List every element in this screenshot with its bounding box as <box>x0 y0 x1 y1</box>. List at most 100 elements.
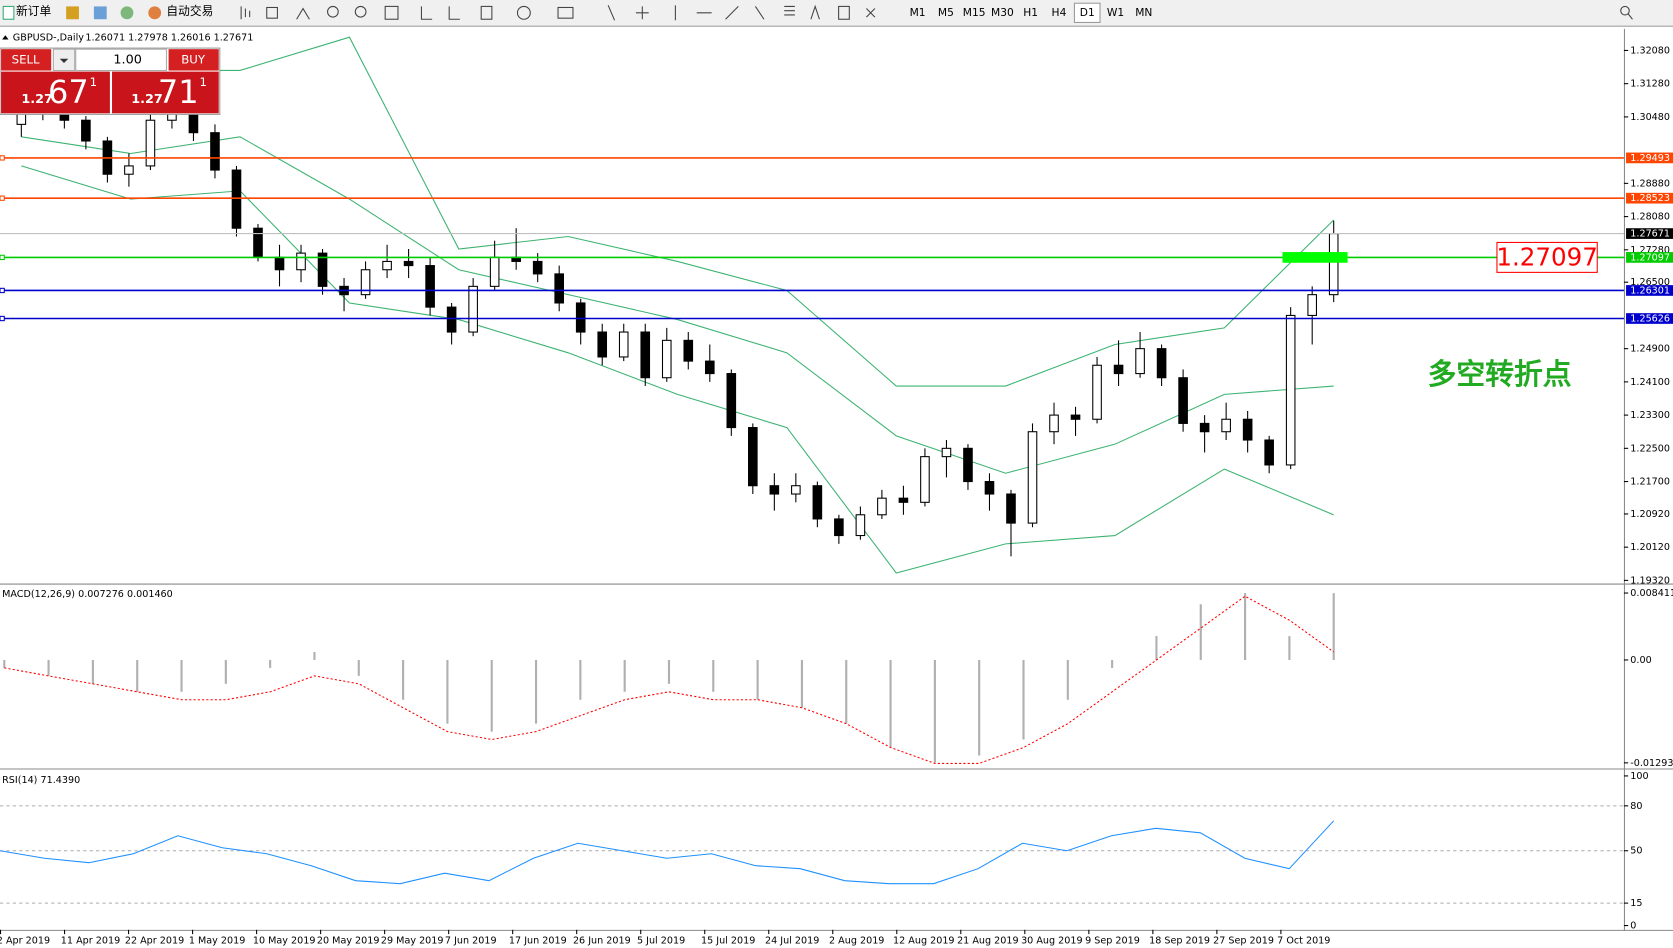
candle-body <box>640 331 651 379</box>
candle-body <box>898 497 909 503</box>
y-tick-label: 1.31280 <box>1630 79 1670 90</box>
timeframe-button[interactable]: D1 <box>1080 6 1095 19</box>
toolbar-icon[interactable] <box>93 6 107 20</box>
x-tick-label: 15 Jul 2019 <box>701 936 755 947</box>
level-tag <box>1626 285 1673 296</box>
toolbar-icon[interactable] <box>120 6 134 20</box>
candle-body <box>296 252 306 271</box>
timeframe-button[interactable]: H1 <box>1023 6 1038 19</box>
y-tick-label: 1.26500 <box>1630 277 1670 288</box>
timeframe-button[interactable]: M5 <box>938 6 954 19</box>
annotation-price: 1.27097 <box>1496 242 1597 271</box>
sell-price-box[interactable] <box>1 71 110 114</box>
x-tick-label: 11 Apr 2019 <box>61 936 120 947</box>
level-label: 1.28523 <box>1630 193 1670 204</box>
auto-trading-icon[interactable] <box>148 6 162 20</box>
y-tick-label: 0.008411 <box>1630 588 1673 599</box>
candle-body <box>877 497 887 516</box>
candle-body <box>1070 414 1081 420</box>
buy-price-box[interactable] <box>112 71 219 114</box>
collapse-icon[interactable] <box>2 35 9 40</box>
candle-body <box>1156 348 1167 379</box>
level-anchor <box>0 195 5 201</box>
timeframe-button[interactable]: W1 <box>1107 6 1124 19</box>
new-order-icon[interactable] <box>2 5 15 20</box>
candle-body <box>317 252 328 287</box>
y-tick-label: 1.24100 <box>1630 377 1670 388</box>
candle-body <box>403 260 414 267</box>
y-tick-label: 1.28880 <box>1630 178 1670 189</box>
x-tick-label: 7 Jun 2019 <box>445 936 497 947</box>
candle-body <box>769 485 780 495</box>
new-order-button[interactable]: 新订单 <box>16 4 51 18</box>
candle-body <box>1307 294 1317 316</box>
x-tick-label: 9 Sep 2019 <box>1085 936 1140 947</box>
y-tick-label: 15 <box>1630 898 1642 909</box>
candle-body <box>1242 418 1253 441</box>
candle-body <box>834 518 844 537</box>
rsi-line <box>0 820 1335 885</box>
level-anchor <box>0 287 5 294</box>
x-tick-label: 2 Apr 2019 <box>0 936 50 947</box>
x-tick-label: 20 May 2019 <box>317 936 380 947</box>
annotation-box <box>1496 241 1598 273</box>
timeframe-button[interactable]: MN <box>1135 6 1152 19</box>
candle-body <box>726 373 737 429</box>
candle-body <box>1113 364 1124 375</box>
bollinger-upper <box>21 36 1335 387</box>
candle-body <box>468 285 478 333</box>
timeframe-button[interactable]: M15 <box>963 6 986 19</box>
bollinger-middle <box>21 136 1334 474</box>
level-tag <box>1626 152 1673 164</box>
candle-body <box>124 165 134 175</box>
candle-body <box>855 514 866 537</box>
candle-body <box>425 265 435 308</box>
y-tick-label: 0.00 <box>1630 655 1651 666</box>
candle-body <box>382 260 392 271</box>
timeframe-button[interactable]: H4 <box>1052 6 1067 19</box>
timeframe-button[interactable]: M30 <box>991 6 1014 19</box>
toolbar-tools[interactable] <box>240 4 1633 21</box>
timeframe-bar: M1 M5 M15 M30 H1 H4 D1 W1 MN <box>910 2 1152 23</box>
level-tag <box>1626 313 1673 324</box>
y-tick-label: 1.20120 <box>1630 542 1670 553</box>
y-tick-label: 0 <box>1630 921 1636 932</box>
candle-body <box>1178 377 1188 424</box>
candle-body <box>920 456 930 503</box>
candle-body <box>360 269 371 296</box>
level-anchor <box>0 315 5 322</box>
level-label: 1.26301 <box>1630 285 1670 296</box>
candle-body <box>683 339 694 362</box>
auto-trading-button[interactable]: 自动交易 <box>166 4 213 18</box>
y-tick-label: 1.27280 <box>1630 245 1670 256</box>
candle-body <box>1264 439 1274 466</box>
toolbar-icon[interactable] <box>66 6 79 20</box>
candle-body <box>489 256 500 287</box>
x-tick-label: 27 Sep 2019 <box>1213 936 1274 947</box>
x-tick-label: 24 Jul 2019 <box>765 936 819 947</box>
candle-body <box>1027 431 1038 524</box>
lot-value[interactable]: 1.00 <box>113 52 141 67</box>
price-panel <box>0 28 1624 584</box>
candle-body <box>554 273 564 304</box>
buy-button[interactable] <box>168 49 219 71</box>
level-tag <box>1626 192 1673 204</box>
candle-body <box>532 260 543 275</box>
candle-body <box>791 485 801 495</box>
candle-body <box>618 331 629 358</box>
level-anchor <box>0 254 5 261</box>
level-label: 1.25626 <box>1630 313 1670 324</box>
sell-label[interactable]: SELL <box>12 52 40 66</box>
lot-input[interactable] <box>75 48 167 72</box>
x-tick-label: 26 Jun 2019 <box>573 936 631 947</box>
macd-signal-line <box>4 595 1335 764</box>
sell-button[interactable] <box>1 49 52 71</box>
timeframe-button[interactable]: M1 <box>910 6 926 19</box>
candle-body <box>274 256 285 271</box>
candle-body <box>984 481 995 495</box>
buy-label[interactable]: BUY <box>181 52 206 66</box>
x-tick-label: 30 Aug 2019 <box>1021 936 1083 947</box>
candle-body <box>1006 493 1016 524</box>
level-anchor <box>0 155 5 161</box>
